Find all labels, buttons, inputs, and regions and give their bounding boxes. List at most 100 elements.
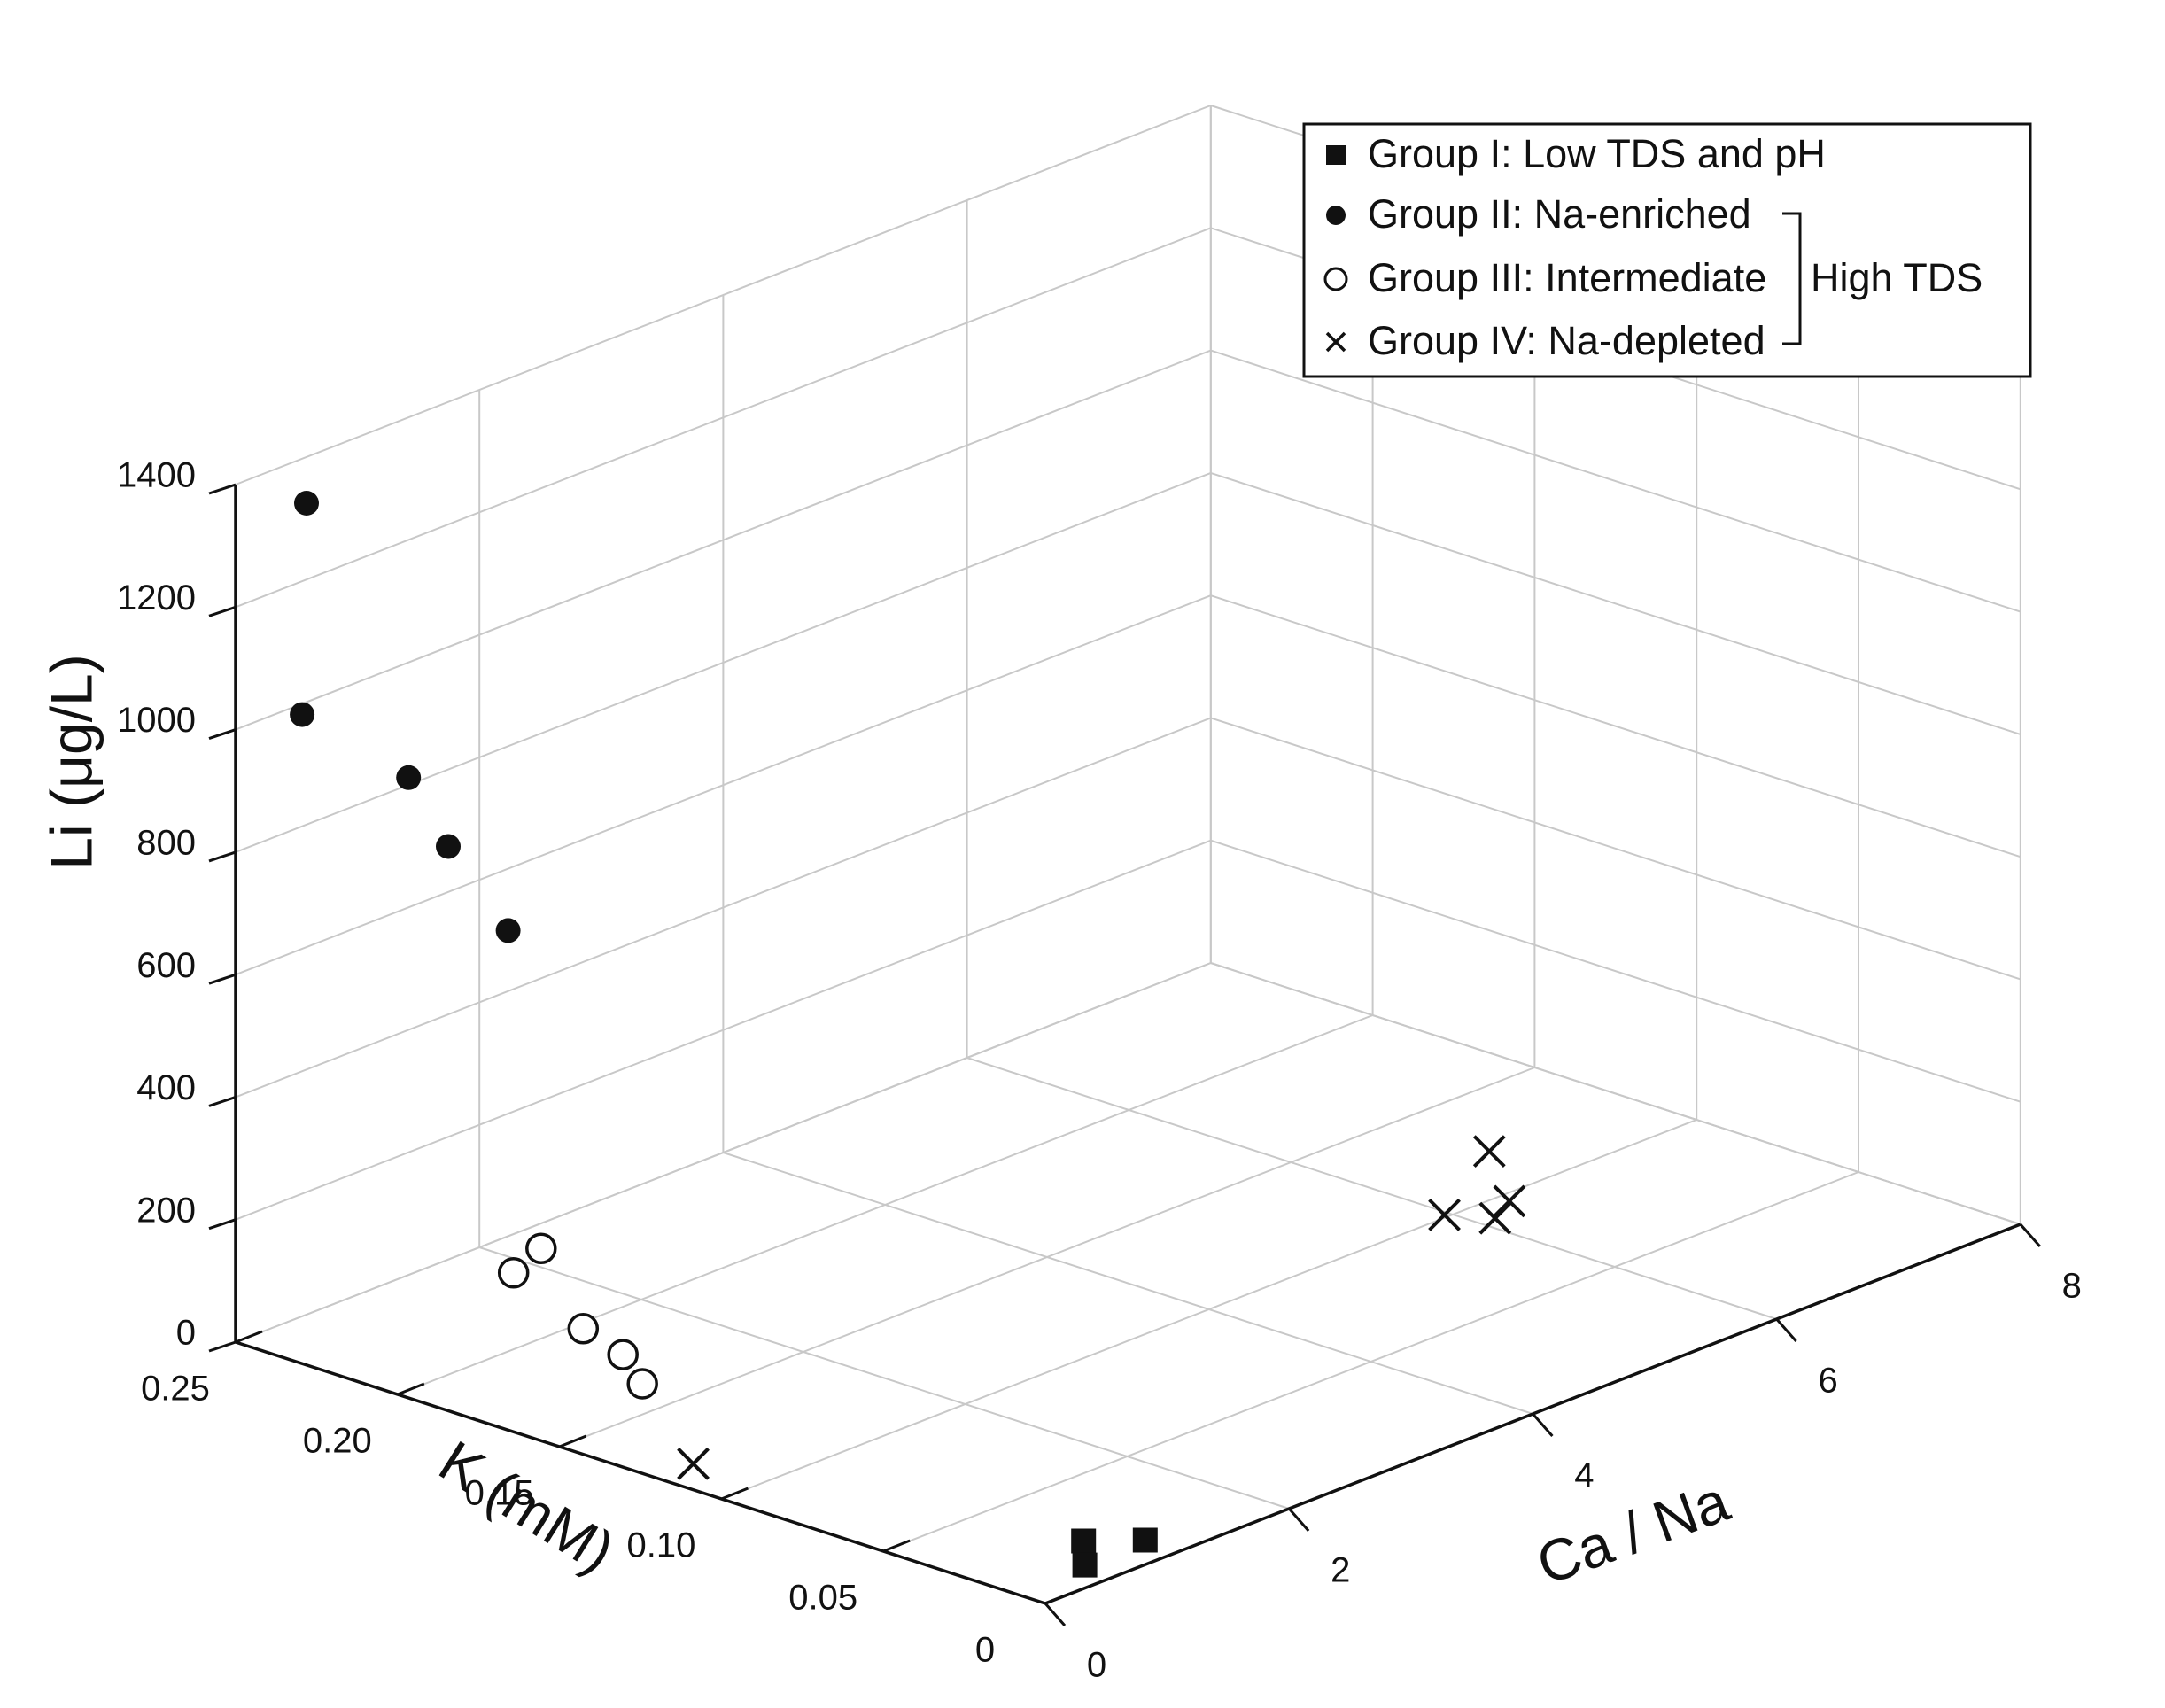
z-tick-mark (208, 1340, 237, 1353)
cross-stroke (1478, 1201, 1512, 1235)
x-tick-mark (1044, 1603, 1067, 1626)
side-wall-grid-line (1210, 839, 2021, 1103)
z-tick-mark (208, 728, 237, 741)
legend-entry: Group II: Na-enriched (1326, 191, 1751, 237)
y-tick-mark (397, 1382, 425, 1396)
y-tick-label: 0.25 (141, 1370, 210, 1409)
z-tick-label: 400 (136, 1068, 196, 1107)
legend-group-label: High TDS (1811, 255, 1983, 300)
side-wall-grid-line (1210, 349, 2021, 613)
z-tick-mark (208, 1095, 237, 1107)
point-group-1 (1132, 1527, 1158, 1553)
point-group-2 (495, 918, 521, 943)
z-tick-mark (208, 973, 237, 985)
x-tick-label: 4 (1574, 1456, 1594, 1495)
side-wall-grid-line (1210, 471, 2021, 735)
x-tick-mark (1775, 1318, 1797, 1342)
point-group-1 (1072, 1552, 1098, 1578)
z-tick-label: 600 (136, 946, 196, 985)
back-wall-grid-line (235, 594, 1212, 976)
x-tick-mark (2019, 1223, 2041, 1247)
point-group-4 (1428, 1198, 1461, 1231)
floor-grid-line (478, 1246, 1290, 1510)
floor-grid-line (559, 1067, 1535, 1448)
point-group-3 (567, 1313, 600, 1345)
back-wall-grid-line (235, 962, 1212, 1343)
cross-stroke (1493, 1184, 1526, 1218)
point-group-2 (436, 834, 461, 859)
series-group-1 (1071, 1527, 1158, 1578)
legend-entry: Group III: Intermediate (1323, 255, 1766, 300)
point-group-3 (626, 1368, 658, 1400)
cross-stroke (1428, 1198, 1461, 1231)
side-wall-grid-line (1210, 717, 2021, 981)
point-group-1 (1071, 1528, 1097, 1554)
y-axis-title: K (mM) (429, 1428, 626, 1585)
side-wall-grid-line (1210, 962, 2021, 1225)
z-tick-mark (208, 605, 237, 617)
z-tick-label: 1000 (117, 701, 196, 740)
legend-label: Group I: Low TDS and pH (1368, 131, 1826, 176)
x-tick-label: 8 (2062, 1267, 2082, 1306)
x-tick-label: 2 (1331, 1551, 1350, 1590)
y-tick-mark (720, 1487, 749, 1501)
legend-label: Group III: Intermediate (1368, 255, 1766, 300)
series-group-4 (677, 1135, 1526, 1480)
point-group-3 (607, 1339, 639, 1370)
x-tick-label: 0 (1087, 1646, 1106, 1685)
back-wall-grid-line (235, 717, 1212, 1099)
z-tick-label: 1200 (117, 578, 196, 617)
legend-marker-cross (1325, 331, 1346, 353)
back-wall-grid-line (235, 471, 1212, 853)
axes: 0 2 4 6 8 0 0.05 0.10 0.15 0.20 0.25 0 200 400 600 800 1… (38, 456, 2081, 1685)
back-wall-grid-line (235, 839, 1212, 1221)
point-group-4 (677, 1447, 710, 1480)
y-tick-mark (882, 1539, 911, 1553)
cross-stroke (677, 1447, 710, 1480)
point-group-2 (290, 702, 315, 727)
back-wall-grid-line (235, 105, 1212, 485)
point-group-2 (294, 491, 319, 516)
back-wall-grid-line (235, 227, 1212, 609)
y-axis-line (235, 1340, 1046, 1605)
legend-marker-open-circle (1323, 267, 1348, 291)
point-group-4 (1472, 1135, 1506, 1168)
legend-box (1302, 122, 2032, 378)
legend: Group I: Low TDS and pH Group II: Na-enri… (1302, 122, 2032, 378)
cross-stroke (1472, 1135, 1506, 1168)
legend-bracket (1782, 212, 1802, 345)
z-tick-mark (208, 483, 237, 495)
legend-entry: Group I: Low TDS and pH (1326, 131, 1826, 176)
z-axis-title: Li (μg/L) (38, 654, 104, 869)
legend-label: Group II: Na-enriched (1368, 191, 1751, 237)
legend-marker-filled-circle (1326, 206, 1346, 225)
floor-grid-line (966, 1057, 1777, 1320)
floor-grid-line (882, 1171, 1859, 1552)
point-group-4 (1493, 1184, 1526, 1218)
back-wall-grid-line (235, 349, 1212, 731)
floor-grid-line (723, 1152, 1533, 1415)
z-tick-mark (208, 1218, 237, 1231)
y-tick-mark (1044, 1591, 1073, 1605)
z-tick-label: 0 (176, 1314, 196, 1353)
legend-label: Group IV: Na-depleted (1368, 318, 1765, 363)
legend-entry: Group IV: Na-depleted (1325, 318, 1765, 363)
y-tick-label: 0.15 (465, 1474, 534, 1513)
z-tick-mark (208, 850, 237, 863)
floor-grid-line (721, 1119, 1697, 1500)
y-tick-mark (235, 1330, 263, 1344)
x-tick-label: 6 (1818, 1362, 1837, 1401)
y-tick-label: 0 (975, 1631, 995, 1670)
y-tick-label: 0.20 (303, 1422, 372, 1461)
series-group-3 (497, 1232, 658, 1400)
x-axis-title: Ca / Na (1528, 1468, 1737, 1597)
z-tick-label: 200 (136, 1191, 196, 1230)
x-tick-mark (1288, 1508, 1310, 1532)
series-group-2 (290, 491, 521, 943)
x-tick-mark (1532, 1413, 1554, 1437)
point-group-3 (497, 1257, 530, 1289)
side-wall-grid-line (1210, 594, 2021, 858)
z-tick-label: 800 (136, 823, 196, 862)
y-tick-mark (559, 1434, 587, 1448)
